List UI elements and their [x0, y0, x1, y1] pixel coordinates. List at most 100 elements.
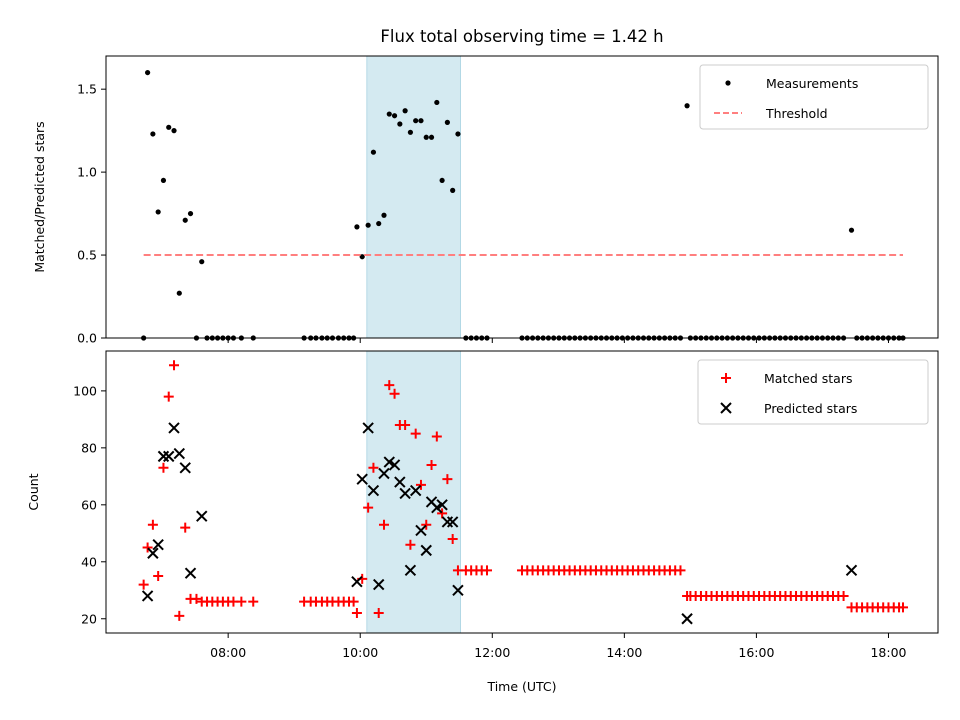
chart-title: Flux total observing time = 1.42 h	[380, 27, 663, 46]
x-tick-label: 18:00	[870, 645, 906, 660]
measurements-point	[450, 187, 456, 193]
matched-stars-point	[153, 571, 164, 582]
predicted-stars-point	[356, 473, 368, 485]
predicted-stars-point	[378, 467, 390, 480]
matched-stars-point	[442, 474, 453, 485]
predicted-stars-point	[351, 576, 363, 588]
predicted-stars-legend-label: Predicted stars	[764, 401, 857, 416]
predicted-stars-point	[179, 462, 191, 474]
matched-stars-point	[421, 519, 432, 530]
plot-frame-bottom	[105, 350, 939, 634]
matched-stars-point	[138, 579, 149, 590]
measurements-point	[434, 99, 440, 106]
matched-stars-point	[368, 462, 379, 473]
matched-stars-point	[400, 420, 411, 431]
predicted-stars-point	[681, 613, 693, 625]
measurements-point	[402, 108, 408, 114]
matched-stars-point	[169, 360, 180, 371]
y-tick-label: 20	[81, 611, 97, 626]
measurements-legend-symbol	[725, 80, 731, 86]
x-tick-label: 08:00	[210, 645, 246, 660]
predicted-stars-point	[845, 564, 858, 577]
matched-stars-point	[431, 431, 442, 442]
legend-top: Measurements Threshold	[699, 64, 929, 130]
measurements-point	[428, 134, 435, 140]
measurements-point	[160, 177, 167, 184]
predicted-stars-point	[394, 476, 406, 488]
predicted-stars-point	[388, 459, 401, 471]
measurements-point	[182, 217, 188, 223]
matched-stars-legend-label: Matched stars	[764, 371, 852, 386]
measurements-point	[386, 111, 392, 117]
predicted-stars-point	[399, 487, 411, 500]
predicted-stars-point	[404, 564, 417, 577]
matched-stars-legend-symbol	[721, 373, 731, 383]
measurements-point	[397, 121, 403, 127]
predicted-stars-point	[362, 422, 374, 434]
measurements-point	[176, 290, 182, 296]
y-axis-label-bottom: Count	[26, 473, 41, 510]
x-tick-label: 16:00	[738, 645, 774, 660]
measurements-point	[376, 220, 382, 227]
predicted-stars-point	[452, 584, 464, 596]
matched-stars-point	[838, 590, 849, 601]
y-tick-label: 60	[81, 497, 97, 512]
plot-frame-top	[105, 55, 939, 339]
threshold-legend-label: Threshold	[765, 106, 828, 121]
matched-stars-point	[191, 593, 202, 604]
measurements-point	[145, 69, 151, 76]
predicted-stars-point	[431, 501, 443, 514]
matched-stars-point	[389, 388, 400, 399]
matched-stars-point	[147, 519, 158, 530]
y-tick-label: 1.0	[77, 165, 97, 180]
predicted-stars-point	[196, 510, 208, 522]
matched-stars-point	[363, 502, 374, 513]
predicted-stars-point	[409, 484, 422, 497]
predicted-stars-point	[436, 499, 448, 511]
predicted-stars-point	[168, 422, 180, 434]
legend-box	[699, 64, 929, 130]
predicted-stars-point	[367, 484, 380, 497]
measurements-point	[848, 227, 855, 233]
matched-stars-point	[426, 459, 437, 470]
y-tick-label: 80	[81, 440, 97, 455]
predicted-stars-point	[152, 538, 164, 551]
matched-stars-point	[142, 542, 153, 553]
predicted-stars-point	[446, 516, 459, 528]
y-axis-label-top: Matched/Predicted stars	[32, 121, 47, 272]
matched-stars-point	[248, 596, 259, 607]
matched-stars-point	[236, 596, 247, 607]
measurements-point	[423, 134, 429, 140]
predicted-stars-point	[184, 567, 197, 579]
legend-bottom: Matched stars Predicted stars	[697, 359, 929, 425]
measurements-point	[150, 131, 156, 137]
x-tick-label: 14:00	[606, 645, 642, 660]
predicted-stars-legend-symbol	[720, 402, 732, 414]
x-axis-label: Time (UTC)	[486, 679, 556, 694]
measurements-point	[407, 129, 414, 135]
predicted-stars-point	[163, 450, 175, 463]
y-tick-label: 0.5	[77, 248, 97, 263]
y-tick-label: 40	[81, 554, 97, 569]
x-tick-label: 12:00	[474, 645, 510, 660]
measurements-point	[413, 118, 419, 124]
matched-stars-point	[348, 596, 359, 607]
measurements-point	[155, 209, 161, 215]
matched-stars-point	[373, 608, 384, 619]
matched-stars-point	[351, 608, 362, 619]
matched-stars-point	[437, 508, 448, 519]
legend-box	[697, 359, 929, 425]
highlight-span-top	[366, 55, 461, 339]
measurements-point	[199, 259, 205, 265]
measurements-point	[439, 177, 445, 184]
matched-stars-point	[898, 602, 909, 613]
predicted-stars-point	[383, 456, 395, 468]
matched-stars-point	[675, 565, 686, 576]
predicted-stars-point	[147, 547, 159, 559]
matched-stars-point	[378, 519, 389, 530]
predicted-stars-point	[415, 524, 427, 537]
measurements-point	[166, 124, 172, 130]
measurements-point	[455, 131, 461, 137]
matched-stars-point	[410, 428, 421, 439]
